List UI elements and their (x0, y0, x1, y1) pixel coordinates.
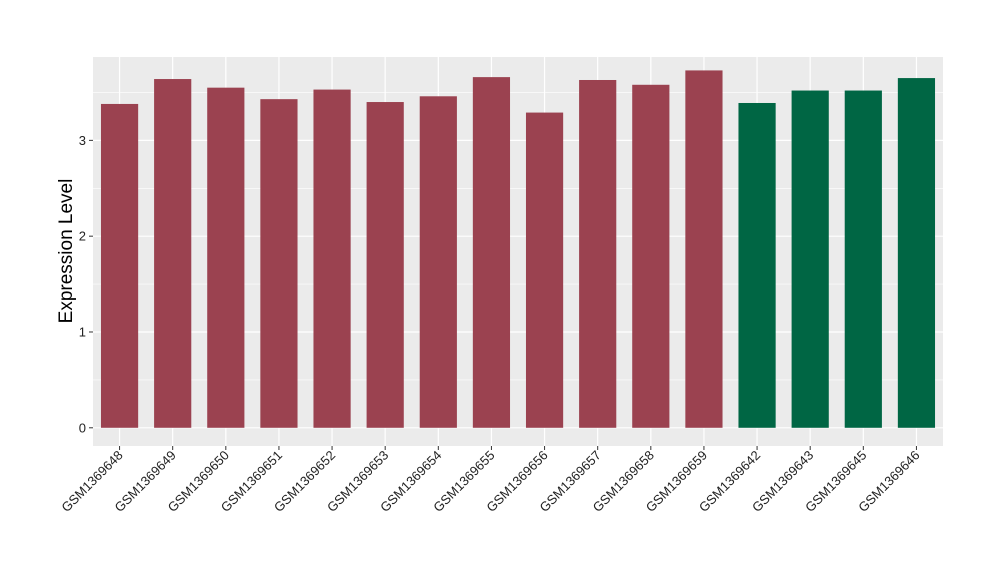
bar-GSM1369655 (472, 77, 511, 428)
bar-GSM1369649 (154, 79, 192, 428)
y-tick-label: 0 (79, 420, 86, 435)
bar-GSM1369656 (525, 112, 564, 428)
y-axis-title: Expression Level (56, 179, 77, 324)
bar-GSM1369650 (207, 87, 245, 428)
bar-GSM1369658 (632, 84, 670, 428)
bar-GSM1369642 (738, 102, 776, 428)
bars (100, 70, 936, 428)
bar-GSM1369652 (313, 89, 351, 428)
bar-GSM1369646 (897, 78, 936, 428)
bar-GSM1369654 (419, 96, 457, 428)
bar-GSM1369643 (791, 90, 829, 428)
bar-GSM1369648 (100, 103, 139, 428)
bar-GSM1369645 (844, 90, 882, 428)
bar-GSM1369657 (579, 79, 617, 428)
bar-GSM1369659 (685, 70, 723, 428)
y-axis: 0 1 2 3 (79, 133, 93, 435)
bar-GSM1369651 (260, 99, 298, 428)
x-axis: GSM1369648GSM1369649GSM1369650GSM1369651… (58, 446, 923, 515)
y-tick-label: 2 (79, 229, 86, 244)
bar-GSM1369653 (366, 102, 404, 428)
y-tick-label: 3 (79, 133, 86, 148)
y-tick-label: 1 (79, 324, 86, 339)
